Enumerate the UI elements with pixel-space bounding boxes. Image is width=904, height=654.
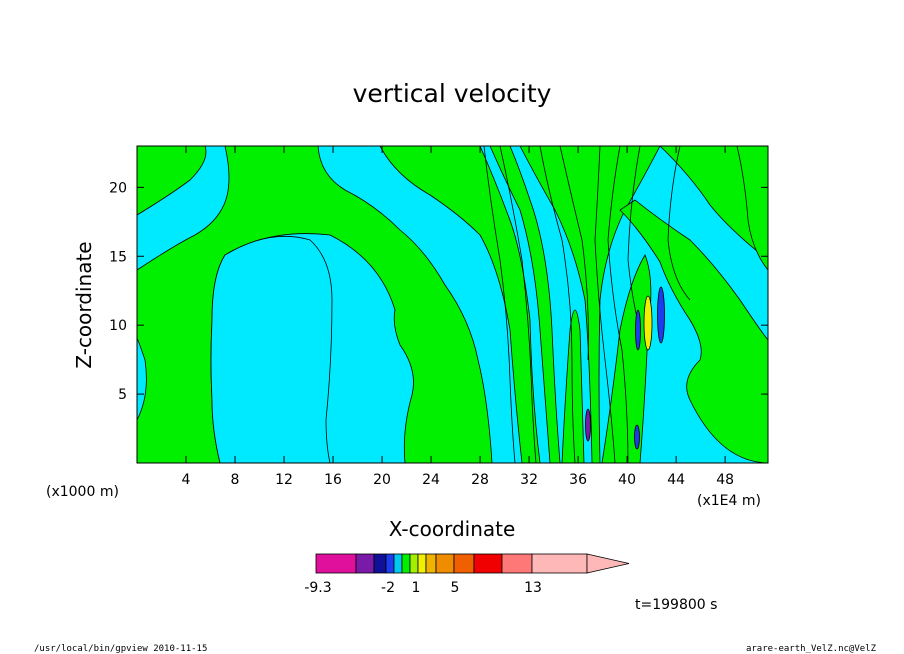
colorbar-segment (425, 553, 437, 574)
contour-blob (657, 286, 665, 344)
colorbar-segment (501, 553, 533, 574)
x-tick-label: 20 (373, 472, 391, 488)
contour-region (561, 309, 585, 463)
contour-line (539, 146, 576, 463)
contour-line (627, 146, 641, 331)
colorbar-segment (401, 553, 411, 574)
colorbar-arrow (586, 553, 630, 574)
x-tick-label: 16 (324, 472, 342, 488)
colorbar-label: 13 (524, 580, 542, 596)
x-unit-left: (x1000 m) (46, 484, 119, 500)
x-tick-label: 40 (618, 472, 636, 488)
contour-region (210, 235, 333, 463)
colorbar-segment (409, 553, 419, 574)
y-tick-label: 20 (109, 180, 127, 196)
colorbar-segment (315, 553, 357, 574)
x-tick-label: 4 (182, 472, 191, 488)
contour-region (619, 199, 768, 463)
x-tick-label: 12 (275, 472, 293, 488)
colorbar-segment (417, 553, 427, 574)
colorbar-segment (435, 553, 455, 574)
x-tick-label: 36 (569, 472, 587, 488)
contour-region (137, 146, 207, 216)
y-tick-label: 15 (109, 249, 127, 265)
chart-title: vertical velocity (353, 79, 552, 108)
time-label: t=199800 s (635, 597, 717, 613)
contour-line (607, 146, 629, 463)
y-tick-label: 10 (109, 318, 127, 334)
colorbar-label: 5 (451, 580, 460, 596)
plot-area (137, 146, 768, 463)
x-tick-label: 48 (716, 472, 734, 488)
x-unit-right: (x1E4 m) (697, 493, 761, 509)
colorbar-label: -9.3 (304, 580, 331, 596)
contour-line (667, 146, 691, 301)
x-tick-label: 44 (667, 472, 685, 488)
x-ticks: 4 8 12 16 20 24 28 32 36 40 44 48 (182, 146, 734, 488)
y-tick-label: 5 (118, 387, 127, 403)
x-tick-label: 24 (422, 472, 440, 488)
contour-field (137, 146, 768, 463)
x-tick-label: 28 (471, 472, 489, 488)
contour-line (559, 146, 589, 361)
contour-region (736, 146, 768, 271)
contour-line (594, 146, 616, 463)
contour-blob (643, 295, 653, 351)
colorbar-segment (473, 553, 503, 574)
contour-region (379, 146, 541, 463)
y-axis-label: Z-coordinate (72, 241, 96, 368)
colorbar (315, 553, 630, 574)
colorbar-segment (355, 553, 375, 574)
colorbar-labels: -9.3 -2 1 5 13 (304, 580, 542, 596)
colorbar-segment (393, 553, 403, 574)
colorbar-label: 1 (412, 580, 421, 596)
footer-right: arare-earth_VelZ.nc@VelZ (746, 644, 877, 654)
contour-blob (585, 408, 591, 442)
footer-left: /usr/local/bin/gpview 2010-11-15 (34, 644, 207, 654)
colorbar-label: -2 (381, 580, 395, 596)
colorbar-segment (385, 553, 395, 574)
x-axis-label: X-coordinate (389, 517, 516, 541)
contour-region (489, 146, 561, 463)
y-ticks: 5 10 15 20 (109, 180, 768, 403)
colorbar-segment (453, 553, 475, 574)
colorbar-segment (373, 553, 387, 574)
contour-blob (634, 424, 640, 450)
plot-frame (136, 145, 769, 464)
x-tick-label: 8 (231, 472, 240, 488)
contour-line (499, 146, 537, 463)
contour-line (483, 146, 516, 463)
x-tick-label: 32 (520, 472, 538, 488)
contour-blob (635, 309, 641, 351)
contour-region (601, 254, 652, 463)
colorbar-segment (531, 553, 588, 574)
